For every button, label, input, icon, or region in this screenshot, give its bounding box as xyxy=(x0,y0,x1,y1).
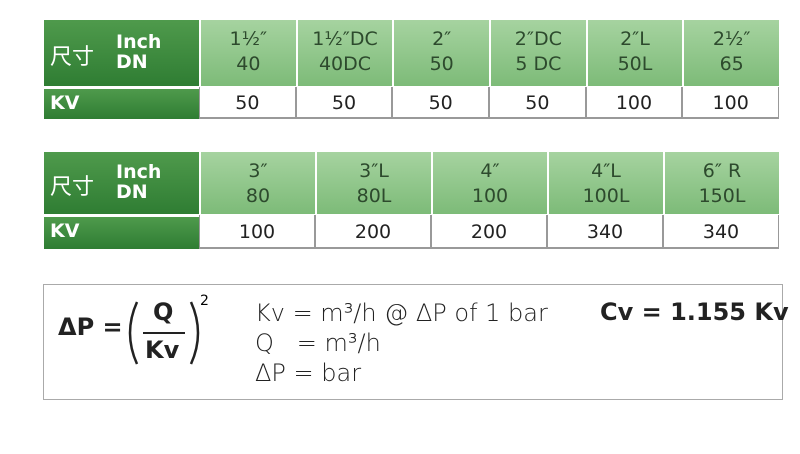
kv-label-cell: KV xyxy=(44,215,199,249)
size-inch: 6″ R xyxy=(702,160,742,182)
size-dn: 40DC xyxy=(318,53,372,75)
size-inch: 4″ xyxy=(480,160,500,182)
size-label-cell: 尺寸 Inch DN xyxy=(44,152,199,214)
kv-value: 200 xyxy=(431,215,547,249)
header-cell: 4″ 100 xyxy=(431,152,547,214)
size-inch: 2″ xyxy=(432,28,452,50)
size-inch: 3″ xyxy=(248,160,268,182)
size-inch: 3″L xyxy=(359,160,389,182)
formula-numerator: Q xyxy=(153,298,174,326)
header-cell: 1½″ 40 xyxy=(199,20,296,86)
label-cjk: 尺寸 xyxy=(50,45,95,70)
kv-value: 200 xyxy=(315,215,431,249)
formula-definition: Q = m³/h xyxy=(255,329,381,357)
kv-value: 100 xyxy=(585,87,683,119)
label-inch: Inch xyxy=(116,161,162,183)
size-dn: 100L xyxy=(582,185,630,207)
formula-definition: ΔP = bar xyxy=(255,359,362,387)
kv-value: 50 xyxy=(295,87,393,119)
size-inch: 1½″ xyxy=(229,28,268,50)
kv-label: KV xyxy=(50,220,80,242)
size-dn: 65 xyxy=(719,53,744,75)
size-dn: 50L xyxy=(617,53,653,75)
size-dn: 40 xyxy=(236,53,261,75)
size-inch: 4″L xyxy=(591,160,621,182)
formula-definition: Kv = m³/h @ ΔP of 1 bar xyxy=(255,299,548,327)
header-cell: 2″DC 5 DC xyxy=(489,20,586,86)
kv-value: 100 xyxy=(199,215,315,249)
header-cell: 2½″ 65 xyxy=(682,20,779,86)
size-inch: 2″DC xyxy=(514,28,562,50)
size-inch: 1½″DC xyxy=(312,28,378,50)
kv-label-cell: KV xyxy=(44,87,199,119)
size-dn: 80 xyxy=(245,185,271,207)
header-cell: 6″ R 150L xyxy=(663,152,779,214)
formula-parens xyxy=(128,301,200,365)
size-dn: 150L xyxy=(698,185,746,207)
size-dn: 5 DC xyxy=(515,53,562,75)
size-dn: 100 xyxy=(471,185,509,207)
header-cell: 2″ 50 xyxy=(392,20,489,86)
formula-box xyxy=(43,284,783,400)
formula-definitions: Kv = m³/h @ ΔP of 1 bar Q = m³/h ΔP = bar xyxy=(255,298,548,388)
label-cjk: 尺寸 xyxy=(50,175,95,200)
label-dn: DN xyxy=(116,51,148,73)
label-dn: DN xyxy=(116,181,148,203)
size-dn: 50 xyxy=(429,53,454,75)
size-label-cell: 尺寸 Inch DN xyxy=(44,20,199,86)
size-dn: 80L xyxy=(356,185,392,207)
kv-label: KV xyxy=(50,92,80,114)
formula-denominator: Kv xyxy=(145,336,180,364)
size-inch: 2″L xyxy=(620,28,650,50)
header-cell: 4″L 100L xyxy=(547,152,663,214)
header-cell: 3″L 80L xyxy=(315,152,431,214)
kv-value: 340 xyxy=(547,215,663,249)
header-cell: 1½″DC 40DC xyxy=(295,20,393,86)
kv-value: 50 xyxy=(392,87,489,119)
formula-lhs: ΔP = xyxy=(58,313,123,341)
header-cell: 2″L 50L xyxy=(585,20,683,86)
kv-value: 100 xyxy=(682,87,779,119)
header-cell: 3″ 80 xyxy=(199,152,315,214)
formula-exponent: 2 xyxy=(200,293,209,309)
cv-formula: Cv = 1.155 Kv xyxy=(600,298,789,326)
kv-value: 50 xyxy=(489,87,586,119)
label-inch: Inch xyxy=(116,31,162,53)
size-inch: 2½″ xyxy=(712,28,751,50)
kv-value: 50 xyxy=(199,87,296,119)
kv-value: 340 xyxy=(663,215,779,249)
